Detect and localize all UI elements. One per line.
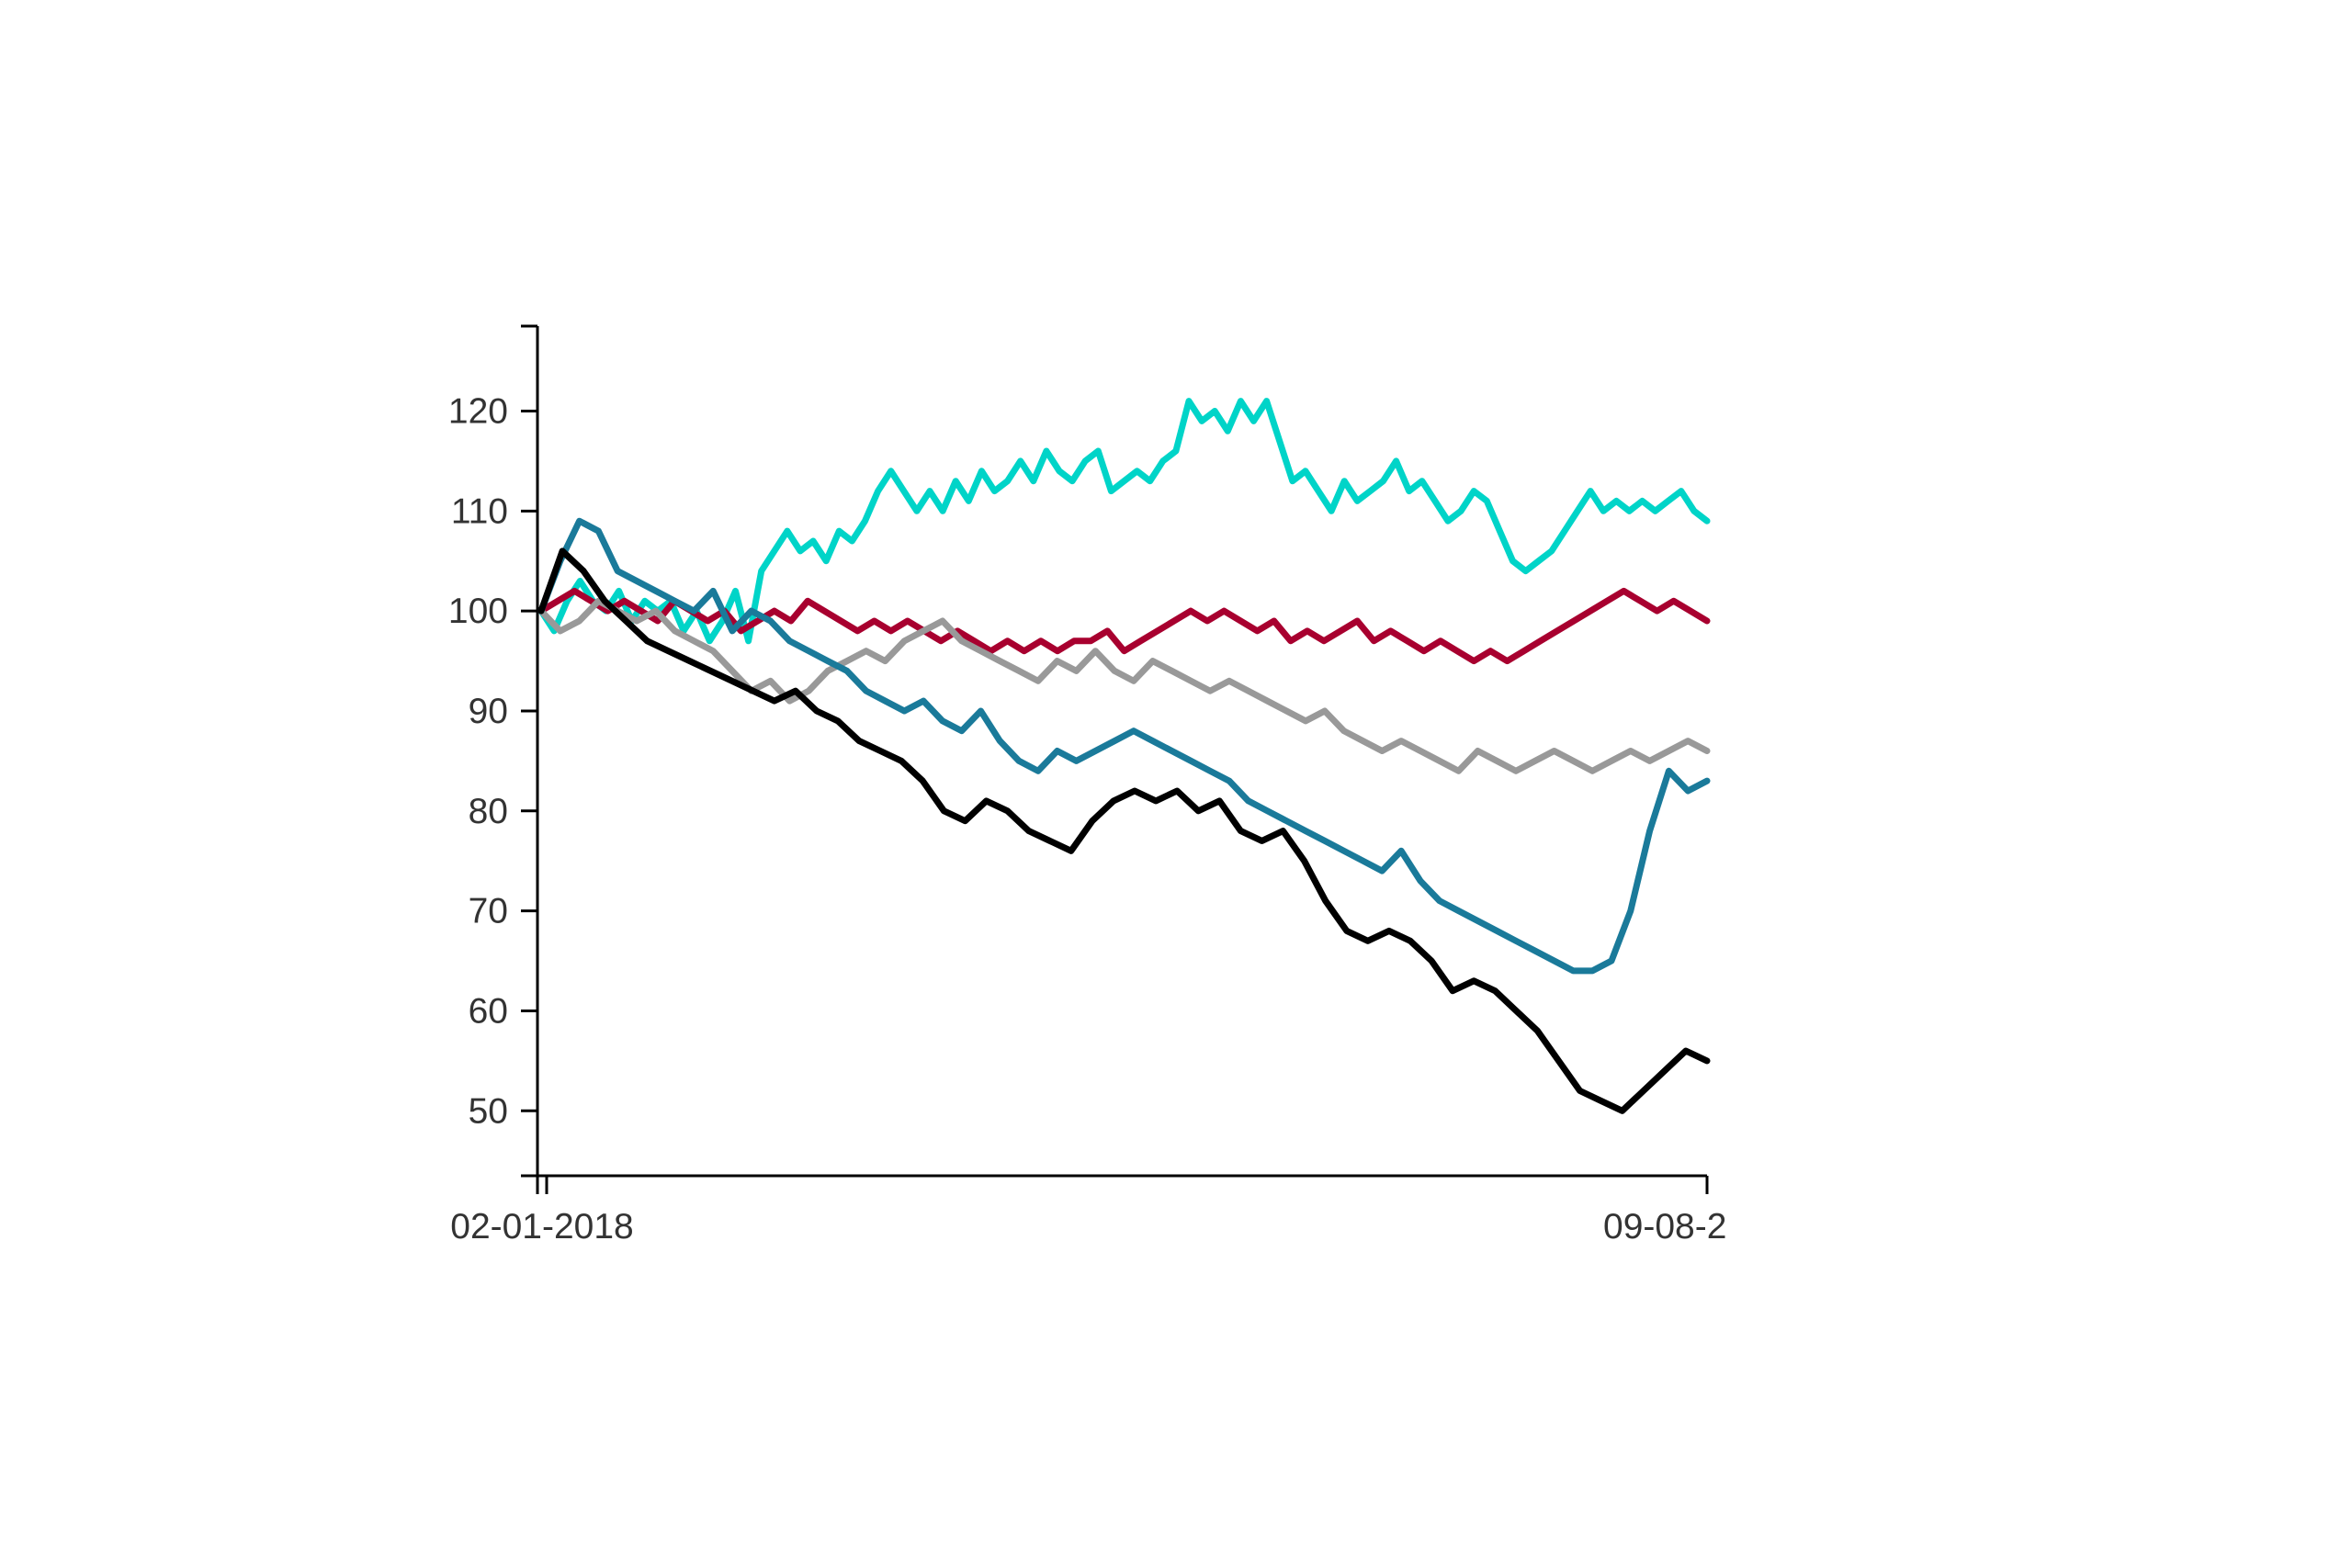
y-tick-label: 110 [451, 491, 508, 531]
y-axis: 50 60 70 80 90 100 110 120 [448, 324, 539, 1178]
series-line-4 [537, 517, 1711, 975]
series-line-3 [537, 597, 1711, 774]
y-tick-label: 80 [469, 792, 508, 831]
y-tick-label: 70 [469, 892, 508, 931]
series-line-5 [537, 547, 1711, 1114]
series-line-1 [537, 398, 1711, 645]
y-tick-label: 90 [469, 692, 508, 731]
series-group [537, 398, 1711, 1114]
y-tick-label: 120 [448, 392, 508, 432]
x-tick-label: 02-01-2018 [450, 1207, 634, 1247]
x-axis: 02-01-2018 09-08-2 [450, 1174, 1726, 1247]
y-tick-label: 60 [469, 991, 508, 1031]
y-tick-label: 50 [469, 1091, 508, 1131]
x-tick-label: 09-08-2 [1603, 1207, 1726, 1247]
y-tick-label: 100 [448, 592, 508, 631]
